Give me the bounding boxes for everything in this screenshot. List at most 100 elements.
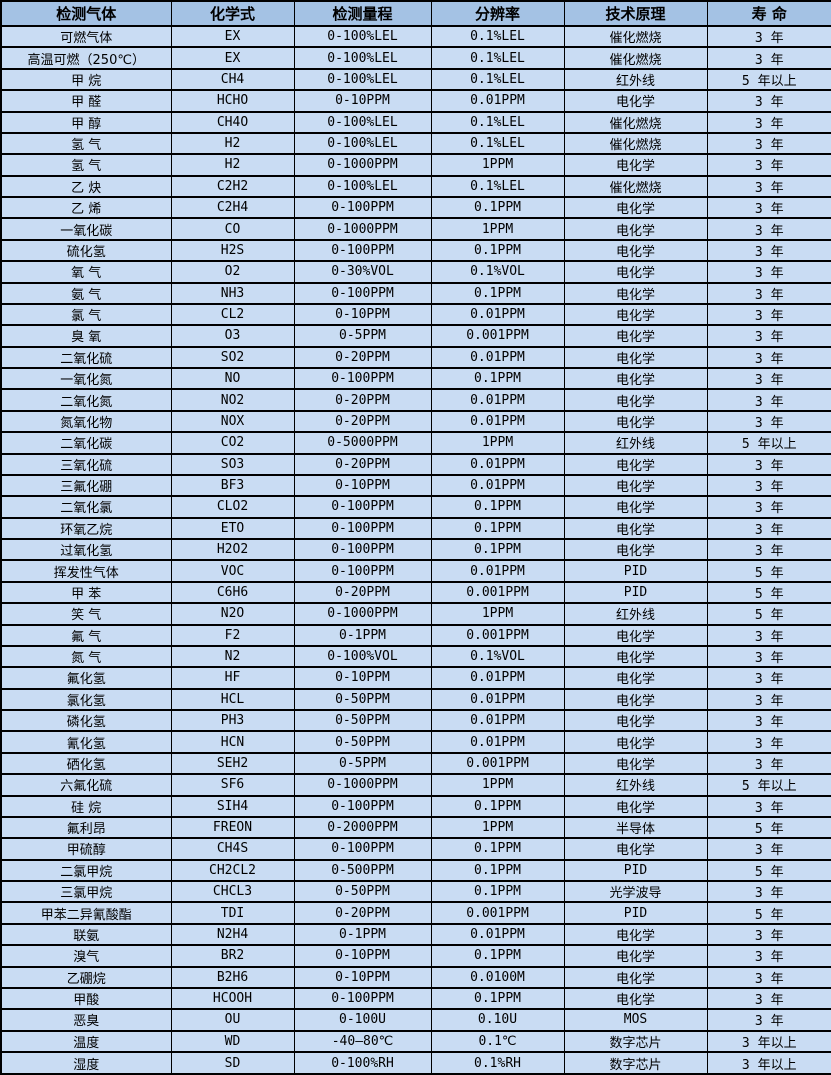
table-row: 氨 气 NH3 0-100PPM 0.1PPM 电化学 3 年 [0,281,831,305]
column-header-principle: 技术原理 [563,0,708,27]
cell-range: 0-1PPM [293,922,432,947]
cell-resolution: 0.01PPM [430,388,565,412]
cell-formula: N2H4 [170,922,295,947]
cell-range: 0-5PPM [293,324,432,348]
cell-range: 0-10PPM [293,302,432,327]
cell-gas: 氢 气 [0,131,172,156]
cell-principle: 数字芯片 [563,1051,708,1075]
cell-formula: FREON [170,815,295,840]
cell-principle: PID [563,559,708,583]
cell-formula: NO [170,366,295,391]
cell-gas: 甲 烷 [0,67,172,92]
cell-gas: 氮 气 [0,644,172,669]
cell-resolution: 1PPM [430,602,565,626]
cell-gas: 二氧化碳 [0,431,172,455]
cell-resolution: 1PPM [430,773,565,797]
table-row: 氮氧化物 NOX 0-20PPM 0.01PPM 电化学 3 年 [0,409,831,434]
cell-resolution: 0.01PPM [430,730,565,754]
cell-gas: 三氯甲烷 [0,879,172,904]
table-row: 氮 气 N2 0-100%VOL 0.1%VOL 电化学 3 年 [0,644,831,669]
cell-resolution: 0.1%LEL [430,174,565,199]
cell-resolution: 0.1PPM [430,794,565,818]
cell-formula: B2H6 [170,965,295,989]
cell-resolution: 0.001PPM [430,580,565,605]
cell-principle: 催化燃烧 [563,46,708,70]
cell-lifespan: 3 年 [706,537,831,562]
cell-resolution: 0.01PPM [430,452,565,476]
cell-range: 0-100PPM [293,516,432,541]
cell-formula: H2 [170,153,295,177]
cell-formula: EX [170,24,295,49]
cell-principle: 电化学 [563,687,708,712]
cell-lifespan: 3 年 [706,837,831,861]
cell-principle: 电化学 [563,217,708,241]
cell-range: 0-100PPM [293,281,432,305]
cell-resolution: 0.1%LEL [430,24,565,49]
cell-principle: 电化学 [563,473,708,498]
table-row: 甲硫醇 CH4S 0-100PPM 0.1PPM 电化学 3 年 [0,837,831,861]
cell-resolution: 0.1%LEL [430,110,565,134]
cell-formula: HF [170,666,295,690]
cell-principle: 红外线 [563,431,708,455]
cell-resolution: 0.1%LEL [430,131,565,156]
cell-resolution: 0.1PPM [430,837,565,861]
cell-formula: C6H6 [170,580,295,605]
cell-principle: 电化学 [563,495,708,519]
column-header-resolution: 分辨率 [430,0,565,27]
cell-range: 0-50PPM [293,879,432,904]
cell-resolution: 0.01PPM [430,89,565,113]
cell-resolution: 0.1%VOL [430,644,565,669]
cell-range: 0-100PPM [293,794,432,818]
table-row: 过氧化氢 H2O2 0-100PPM 0.1PPM 电化学 3 年 [0,537,831,562]
cell-gas: 氧 气 [0,260,172,284]
cell-principle: 电化学 [563,260,708,284]
table-row: 氯化氢 HCL 0-50PPM 0.01PPM 电化学 3 年 [0,687,831,712]
cell-lifespan: 3 年 [706,794,831,818]
cell-principle: 电化学 [563,345,708,370]
cell-range: 0-20PPM [293,901,432,925]
cell-range: 0-100%LEL [293,67,432,92]
cell-lifespan: 3 年 [706,89,831,113]
cell-principle: 电化学 [563,837,708,861]
table-row: 可燃气体 EX 0-100%LEL 0.1%LEL 催化燃烧 3 年 [0,24,831,49]
cell-principle: 电化学 [563,623,708,647]
cell-formula: N2 [170,644,295,669]
cell-range: 0-20PPM [293,409,432,434]
cell-formula: CHCL3 [170,879,295,904]
cell-lifespan: 5 年以上 [706,67,831,92]
table-row: 硅 烷 SIH4 0-100PPM 0.1PPM 电化学 3 年 [0,794,831,818]
cell-gas: 氨 气 [0,281,172,305]
cell-lifespan: 5 年 [706,559,831,583]
cell-principle: 电化学 [563,324,708,348]
table-row: 湿度 SD 0-100%RH 0.1%RH 数字芯片 3 年以上 [0,1051,831,1075]
cell-gas: 甲 醛 [0,89,172,113]
cell-resolution: 0.001PPM [430,901,565,925]
cell-resolution: 0.1PPM [430,944,565,968]
cell-range: 0-20PPM [293,388,432,412]
table-row: 乙硼烷 B2H6 0-10PPM 0.0100M 电化学 3 年 [0,965,831,989]
cell-gas: 高温可燃（250℃） [0,46,172,70]
cell-lifespan: 3 年 [706,302,831,327]
cell-lifespan: 3 年 [706,153,831,177]
cell-formula: CO2 [170,431,295,455]
cell-formula: C2H2 [170,174,295,199]
cell-formula: H2O2 [170,537,295,562]
cell-gas: 温度 [0,1029,172,1054]
column-header-gas: 检测气体 [0,0,172,27]
table-row: 温度 WD -40—80℃ 0.1℃ 数字芯片 3 年以上 [0,1029,831,1054]
cell-formula: BR2 [170,944,295,968]
cell-gas: 六氟化硫 [0,773,172,797]
cell-gas: 过氧化氢 [0,537,172,562]
cell-resolution: 0.1%LEL [430,67,565,92]
cell-range: 0-100%VOL [293,644,432,669]
cell-gas: 氟 气 [0,623,172,647]
table-row: 氢 气 H2 0-100%LEL 0.1%LEL 催化燃烧 3 年 [0,131,831,156]
cell-gas: 氢 气 [0,153,172,177]
table-row: 二氧化氯 CLO2 0-100PPM 0.1PPM 电化学 3 年 [0,495,831,519]
cell-gas: 氟利昂 [0,815,172,840]
cell-resolution: 0.1PPM [430,366,565,391]
table-row: 氟化氢 HF 0-10PPM 0.01PPM 电化学 3 年 [0,666,831,690]
cell-range: 0-20PPM [293,580,432,605]
cell-range: 0-100PPM [293,837,432,861]
cell-principle: 电化学 [563,666,708,690]
